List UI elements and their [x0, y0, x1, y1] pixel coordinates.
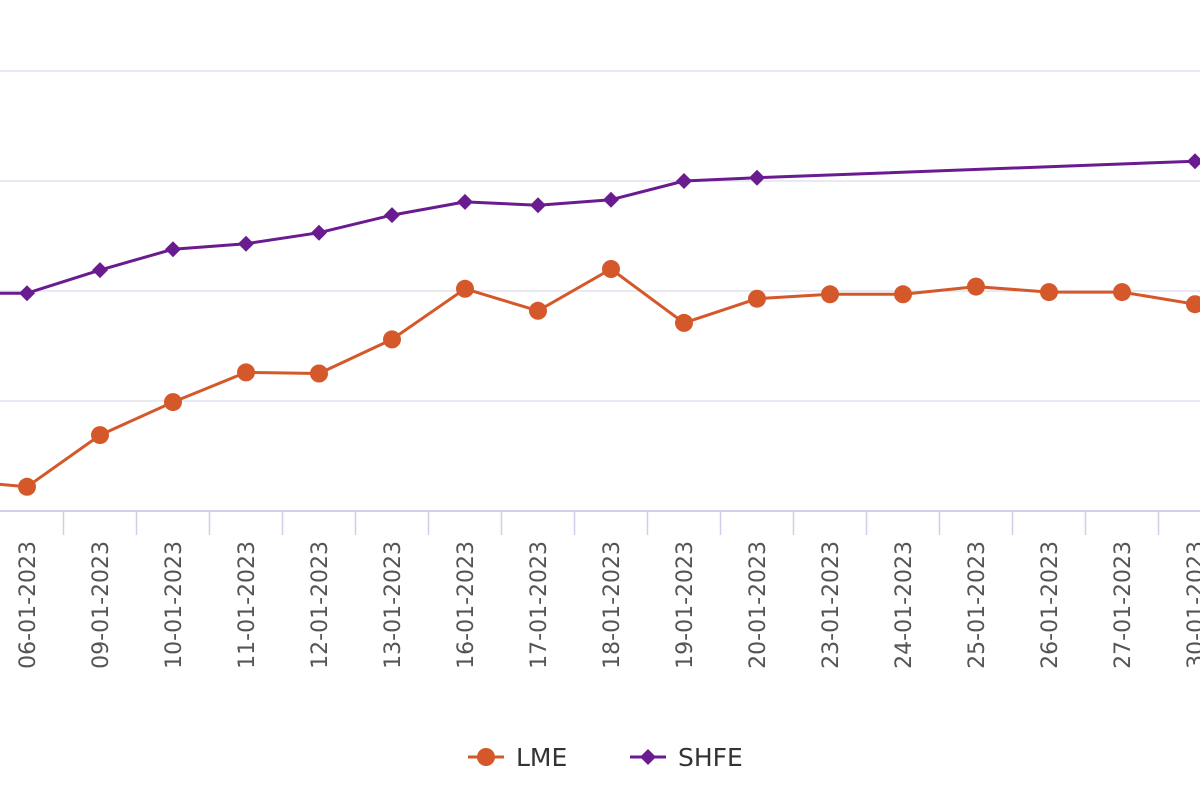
x-tick-label: 13-01-2023 [381, 541, 406, 669]
x-tick-label: 23-01-2023 [819, 541, 844, 669]
legend-label: SHFE [678, 743, 743, 772]
data-point[interactable] [530, 197, 546, 214]
x-tick-label: 26-01-2023 [1038, 541, 1063, 669]
x-tick-label: 30-01-2023 [1184, 541, 1200, 669]
legend-item-shfe[interactable]: SHFE [630, 743, 743, 772]
x-tick-label: 16-01-2023 [454, 541, 479, 669]
x-tick-label: 12-01-2023 [308, 541, 333, 669]
data-point[interactable] [19, 285, 35, 302]
data-point[interactable] [529, 301, 547, 320]
data-point[interactable] [821, 285, 839, 304]
x-tick-label: 17-01-2023 [527, 541, 552, 669]
data-point[interactable] [967, 277, 985, 296]
data-point[interactable] [164, 393, 182, 412]
data-point[interactable] [92, 262, 108, 279]
data-point[interactable] [676, 173, 692, 189]
legend: LME SHFE [468, 743, 743, 772]
data-point[interactable] [603, 191, 619, 208]
data-point[interactable] [1040, 283, 1058, 302]
legend-item-lme[interactable]: LME [468, 743, 567, 772]
x-axis: 06-01-2023 09-01-2023 10-01-2023 11-01-2023… [0, 510, 1200, 669]
x-tick-label: 27-01-2023 [1111, 541, 1136, 669]
x-tick-label: 24-01-2023 [892, 541, 917, 669]
data-point[interactable] [91, 426, 109, 445]
series-lme [0, 260, 1200, 496]
series-shfe [0, 153, 1200, 302]
data-point[interactable] [894, 285, 912, 304]
data-point[interactable] [602, 260, 620, 278]
data-point[interactable] [748, 289, 766, 308]
x-tick-label: 18-01-2023 [600, 541, 625, 669]
data-point[interactable] [749, 169, 765, 186]
data-point[interactable] [237, 363, 255, 382]
x-tick-label: 10-01-2023 [162, 541, 187, 669]
data-point[interactable] [311, 224, 327, 241]
data-point[interactable] [384, 207, 400, 224]
series-layer [0, 153, 1200, 496]
data-point[interactable] [383, 330, 401, 349]
series-line-lme [0, 267, 1196, 489]
data-point[interactable] [1186, 295, 1200, 314]
data-point[interactable] [1187, 153, 1200, 170]
data-point[interactable] [456, 279, 474, 298]
legend-marker [477, 748, 495, 766]
legend-marker [640, 749, 656, 765]
data-point[interactable] [1113, 283, 1131, 302]
data-point[interactable] [165, 241, 181, 258]
x-tick-label: 20-01-2023 [746, 541, 771, 669]
x-tick-label: 06-01-2023 [16, 541, 41, 669]
data-point[interactable] [310, 364, 328, 383]
x-tick-label: 19-01-2023 [673, 541, 698, 669]
legend-label: LME [516, 743, 567, 772]
x-tick-label: 25-01-2023 [965, 541, 990, 669]
data-point[interactable] [675, 313, 693, 332]
grid [0, 70, 1200, 402]
x-tick-label: 09-01-2023 [89, 541, 114, 669]
data-point[interactable] [238, 235, 254, 252]
x-tick-label: 11-01-2023 [235, 541, 260, 669]
data-point[interactable] [457, 193, 473, 210]
data-point[interactable] [18, 477, 36, 496]
